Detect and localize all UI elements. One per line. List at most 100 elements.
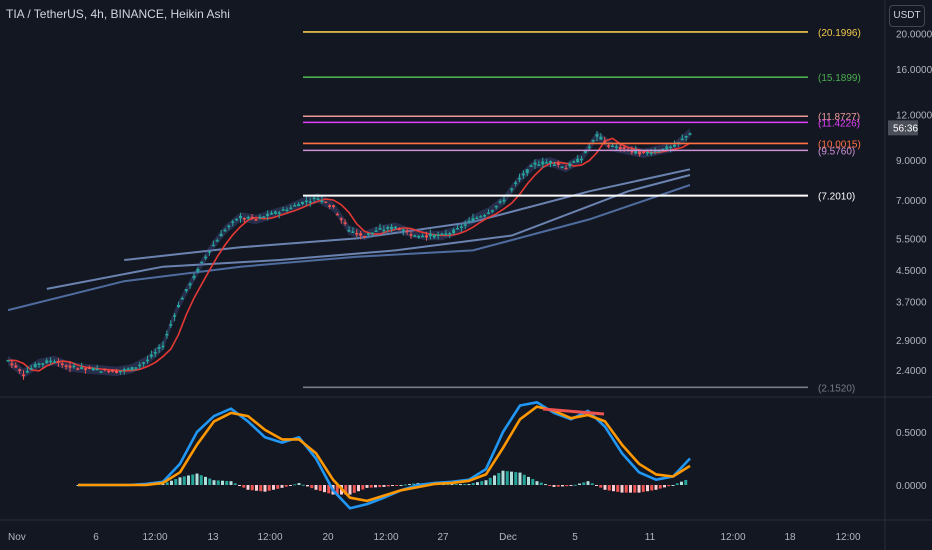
histogram-bar [284,485,288,487]
candle-body [64,365,68,367]
oscillator-fast-line [78,401,691,510]
candle-body [29,368,33,370]
candle-body [680,138,684,141]
candle-body [33,363,37,368]
candle-body [649,152,653,155]
divergence-line [542,407,605,416]
candle-body [684,136,688,138]
histogram-bar [361,485,365,490]
histogram-bar [565,485,569,487]
level-label: (11.4226) [818,118,860,129]
histogram-bar [527,476,530,485]
currency-button[interactable]: USDT [889,5,925,27]
candle-body [18,369,22,372]
candle-body [448,233,452,235]
candle-body [529,165,533,168]
candle-body [80,367,84,370]
candle-body [363,235,366,238]
candle-body [118,370,122,373]
candle-body [611,145,614,148]
candle-body [223,229,227,232]
histogram-bar [684,479,688,485]
candle-body [436,234,440,236]
candle-body [638,151,642,155]
y-tick-label: 16.0000 [896,65,932,76]
histogram-bar [505,471,509,485]
candle-body [204,256,208,259]
candle-body [475,217,479,220]
candle-body [188,283,192,286]
candle-body [642,151,645,154]
candle-body [343,222,347,224]
histogram-bar [493,475,496,485]
histogram-bar [280,485,284,488]
oscillator-slow-line [78,405,691,503]
histogram-bar [289,485,292,486]
histogram-bar [552,485,556,487]
histogram-bar [255,485,258,491]
candle-body [91,367,95,371]
candle-body [673,144,676,147]
candle-body [556,163,560,165]
histogram-bar [446,484,450,486]
candle-body [53,361,56,363]
candle-body [219,233,223,237]
candle-body [99,371,103,373]
candle-body [401,229,405,231]
histogram-bar [450,484,454,486]
candle-body [138,364,142,367]
histogram-bar [603,485,607,490]
x-tick-label: 5 [572,532,578,543]
candle-body [281,209,285,211]
histogram-bar [620,485,624,493]
histogram-bar [250,485,254,491]
histogram-bar [510,471,513,485]
x-tick-label: 11 [645,532,656,543]
x-tick-label: 20 [322,532,334,543]
candle-body [227,225,231,228]
candle-body [657,150,661,153]
candle-body [297,204,301,207]
candle-body [173,315,177,317]
histogram-bar [612,485,615,492]
candle-body [153,351,157,354]
candle-body [502,199,506,202]
candle-body [603,140,607,143]
histogram-bar [318,485,322,491]
histogram-bar [578,483,581,485]
candle-body [76,368,80,370]
histogram-bar [476,482,479,485]
histogram-bar [293,484,297,486]
histogram-bar [165,482,169,485]
candle-body [95,368,99,371]
candle-body [87,367,91,370]
candle-body [22,374,25,377]
histogram-bar [314,485,318,490]
candle-body [254,219,258,221]
histogram-bar [327,485,331,494]
candle-body [405,230,409,232]
histogram-bar [297,483,301,485]
candle-body [41,363,45,365]
histogram-bar [463,484,467,486]
candle-body [366,233,370,235]
histogram-bar [654,485,658,490]
osc-y-tick: 0.0000 [896,481,927,492]
histogram-bar [680,481,683,485]
candle-body [6,360,10,362]
price-badge [888,120,918,136]
candle-body [134,367,138,369]
y-tick-label: 7.0000 [896,196,927,207]
histogram-bar [357,485,360,492]
candle-body [60,363,64,366]
candle-body [409,234,413,236]
candle-body [355,233,359,235]
histogram-bar [301,484,305,486]
candle-body [231,221,235,223]
y-tick-label: 9.0000 [896,156,927,167]
candle-body [273,211,277,214]
y-tick-label: 20.0000 [896,29,932,40]
candle-body [250,216,254,219]
histogram-bar [246,485,250,490]
